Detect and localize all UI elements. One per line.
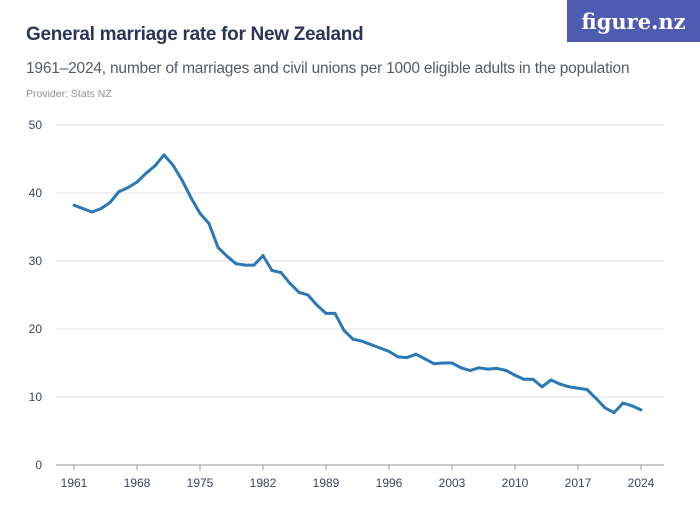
data-point bbox=[216, 245, 220, 249]
x-tick-label: 1968 bbox=[124, 476, 151, 490]
x-tick-label: 2017 bbox=[565, 476, 592, 490]
data-point bbox=[585, 388, 589, 392]
data-point bbox=[630, 404, 634, 408]
data-point bbox=[468, 368, 472, 372]
x-tick-label: 1982 bbox=[250, 476, 277, 490]
y-tick-label: 50 bbox=[29, 118, 43, 132]
data-point bbox=[441, 361, 445, 365]
data-point bbox=[108, 201, 112, 205]
data-point bbox=[567, 385, 571, 389]
data-point bbox=[189, 196, 193, 200]
data-point bbox=[261, 254, 265, 258]
chart-subtitle: 1961–2024, number of marriages and civil… bbox=[26, 60, 630, 77]
data-point bbox=[342, 328, 346, 332]
x-tick-label: 2003 bbox=[439, 476, 466, 490]
data-point bbox=[414, 352, 418, 356]
data-point bbox=[225, 254, 229, 258]
x-tick-label: 1975 bbox=[187, 476, 214, 490]
data-point bbox=[504, 368, 508, 372]
data-point bbox=[162, 153, 166, 157]
x-tick-label: 1989 bbox=[313, 476, 340, 490]
data-point bbox=[558, 382, 562, 386]
data-point bbox=[297, 290, 301, 294]
data-point bbox=[360, 339, 364, 343]
data-point bbox=[639, 408, 643, 412]
figure-nz-logo[interactable]: figure.nz bbox=[567, 0, 700, 42]
data-point bbox=[621, 401, 625, 405]
data-point bbox=[540, 385, 544, 389]
data-point bbox=[405, 356, 409, 360]
chart-title: General marriage rate for New Zealand bbox=[26, 24, 364, 45]
data-point bbox=[522, 377, 526, 381]
data-point bbox=[180, 178, 184, 182]
data-point bbox=[306, 293, 310, 297]
data-point bbox=[594, 396, 598, 400]
data-point bbox=[198, 211, 202, 215]
data-point bbox=[351, 337, 355, 341]
logo-text: figure.nz bbox=[581, 8, 686, 34]
data-point bbox=[612, 411, 616, 415]
data-point bbox=[378, 346, 382, 350]
x-tick-label: 1996 bbox=[376, 476, 403, 490]
series-line bbox=[73, 153, 642, 415]
data-point bbox=[477, 366, 481, 370]
data-point bbox=[243, 263, 247, 267]
y-tick-label: 10 bbox=[29, 390, 43, 404]
data-point bbox=[324, 311, 328, 315]
data-point bbox=[144, 171, 148, 175]
data-point bbox=[432, 362, 436, 366]
data-point bbox=[396, 355, 400, 359]
y-tick-label: 30 bbox=[29, 254, 43, 268]
data-point bbox=[576, 386, 580, 390]
data-point bbox=[486, 367, 490, 371]
data-point bbox=[513, 373, 517, 377]
data-point bbox=[603, 406, 607, 410]
data-point bbox=[531, 377, 535, 381]
data-point bbox=[171, 163, 175, 167]
x-tick-label: 2024 bbox=[628, 476, 655, 490]
data-point bbox=[279, 271, 283, 275]
y-tick-label: 40 bbox=[29, 186, 43, 200]
data-point bbox=[270, 269, 274, 273]
data-point bbox=[459, 366, 463, 370]
data-point bbox=[423, 357, 427, 361]
provider-label: Provider: Stats NZ bbox=[26, 88, 112, 100]
data-point bbox=[333, 311, 337, 315]
x-tick-label: 2010 bbox=[502, 476, 529, 490]
x-tick-label: 1961 bbox=[61, 476, 88, 490]
data-point bbox=[117, 190, 121, 194]
data-point bbox=[495, 366, 499, 370]
y-tick-label: 0 bbox=[35, 458, 42, 472]
data-point bbox=[288, 281, 292, 285]
data-point bbox=[315, 303, 319, 307]
y-tick-label: 20 bbox=[29, 322, 43, 336]
data-point bbox=[126, 186, 130, 190]
data-point bbox=[207, 222, 211, 226]
data-point bbox=[369, 343, 373, 347]
data-point bbox=[387, 349, 391, 353]
data-point bbox=[450, 361, 454, 365]
data-point bbox=[549, 378, 553, 382]
data-point bbox=[135, 180, 139, 184]
data-point bbox=[72, 203, 76, 207]
data-point bbox=[252, 263, 256, 267]
data-point bbox=[234, 262, 238, 266]
data-point bbox=[81, 207, 85, 211]
data-point bbox=[153, 164, 157, 168]
data-point bbox=[99, 207, 103, 211]
data-point bbox=[90, 210, 94, 214]
